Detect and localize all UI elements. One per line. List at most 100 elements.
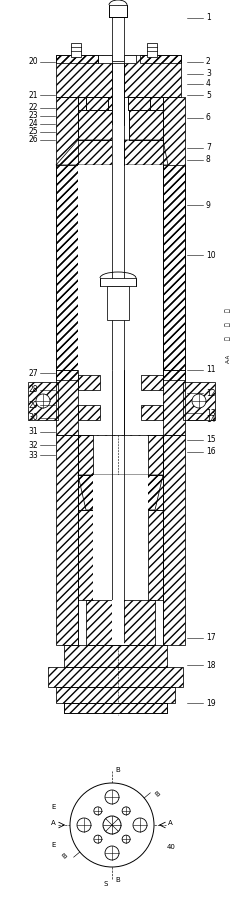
Bar: [112, 55, 124, 97]
Circle shape: [133, 818, 147, 832]
Bar: [112, 97, 124, 125]
Bar: [109, 5, 127, 17]
Text: 28: 28: [28, 385, 38, 394]
Bar: [78, 165, 163, 370]
Bar: [163, 97, 185, 380]
Text: 3: 3: [206, 70, 211, 79]
Text: 8: 8: [206, 156, 211, 165]
Text: 1: 1: [206, 14, 211, 23]
Text: 剖: 剖: [225, 308, 231, 312]
Bar: [56, 687, 175, 703]
Text: 29: 29: [28, 400, 38, 410]
Circle shape: [36, 394, 50, 408]
Text: 15: 15: [206, 436, 216, 445]
Circle shape: [77, 818, 91, 832]
Bar: [64, 703, 167, 713]
Text: 14: 14: [206, 416, 216, 425]
Bar: [98, 55, 136, 63]
Circle shape: [94, 835, 102, 843]
Bar: [141, 375, 163, 390]
Bar: [48, 667, 183, 687]
Bar: [78, 110, 112, 140]
Text: 17: 17: [206, 633, 216, 642]
Bar: [112, 370, 124, 435]
Text: 5: 5: [206, 91, 211, 100]
Text: 25: 25: [28, 128, 38, 137]
Text: A-A: A-A: [226, 353, 231, 362]
Text: A: A: [168, 820, 173, 826]
Circle shape: [70, 783, 154, 867]
Circle shape: [103, 816, 121, 834]
Text: 21: 21: [28, 91, 38, 100]
Bar: [112, 17, 124, 61]
Bar: [78, 110, 112, 140]
Circle shape: [105, 790, 119, 804]
Text: S: S: [104, 881, 108, 887]
Bar: [129, 110, 163, 140]
Bar: [78, 375, 100, 390]
Bar: [112, 600, 124, 645]
Bar: [107, 286, 129, 320]
Circle shape: [122, 835, 130, 843]
Text: E: E: [52, 842, 56, 848]
Text: 22: 22: [28, 103, 38, 112]
Text: 4: 4: [206, 80, 211, 89]
Bar: [56, 55, 98, 63]
Text: 图: 图: [225, 336, 231, 340]
Circle shape: [122, 807, 130, 814]
Bar: [28, 382, 58, 420]
Text: 16: 16: [206, 448, 216, 457]
Bar: [100, 278, 136, 286]
Bar: [78, 370, 163, 435]
Bar: [140, 55, 181, 63]
Text: 12: 12: [206, 389, 215, 398]
Text: 33: 33: [28, 450, 38, 459]
Text: B: B: [115, 767, 120, 773]
Text: 32: 32: [28, 440, 38, 449]
Text: B: B: [61, 853, 68, 861]
Bar: [141, 405, 163, 420]
Text: 9: 9: [206, 200, 211, 209]
Bar: [78, 435, 93, 475]
Text: 6: 6: [206, 113, 211, 122]
Text: E: E: [52, 804, 56, 810]
Bar: [148, 510, 163, 600]
Bar: [86, 600, 155, 645]
Text: 27: 27: [28, 369, 38, 378]
Text: 13: 13: [206, 409, 216, 418]
Bar: [78, 510, 93, 600]
Text: 2: 2: [206, 57, 211, 66]
Bar: [147, 43, 157, 57]
Bar: [128, 97, 150, 110]
Bar: [93, 475, 148, 600]
Bar: [128, 97, 150, 110]
Text: B: B: [154, 790, 161, 797]
Text: B: B: [115, 877, 120, 883]
Text: 23: 23: [28, 111, 38, 120]
Bar: [71, 43, 81, 57]
Circle shape: [192, 394, 206, 408]
Text: 10: 10: [206, 250, 216, 259]
Bar: [56, 55, 181, 97]
Text: 视: 视: [225, 323, 231, 326]
Bar: [56, 370, 185, 435]
Bar: [163, 165, 185, 370]
Text: 11: 11: [206, 365, 215, 374]
Bar: [86, 97, 108, 110]
Text: A: A: [51, 820, 56, 826]
Bar: [56, 435, 78, 645]
Text: 30: 30: [28, 413, 38, 422]
Bar: [78, 405, 100, 420]
Circle shape: [105, 846, 119, 860]
Text: 40: 40: [167, 844, 176, 850]
Bar: [183, 382, 215, 420]
Bar: [78, 97, 112, 125]
Text: 31: 31: [28, 428, 38, 437]
Circle shape: [94, 807, 102, 814]
Bar: [56, 97, 78, 380]
Text: 19: 19: [206, 699, 216, 708]
Text: 26: 26: [28, 136, 38, 144]
Text: 7: 7: [206, 143, 211, 152]
Bar: [64, 703, 167, 713]
Bar: [163, 435, 185, 645]
